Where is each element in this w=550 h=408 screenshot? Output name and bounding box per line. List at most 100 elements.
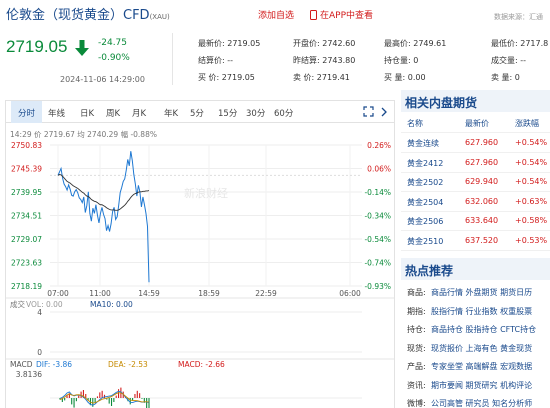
quote-datetime: 2024-11-06 14:29:00 [60,75,145,84]
chart-tab[interactable]: 15分 [218,109,238,119]
title-text: 伦敦金（现货黄金）CFD [6,8,150,23]
quote-field: 卖 价: 2719.41 [293,72,350,83]
quote-field-label: 买 量: [384,73,406,82]
hot-links[interactable]: 股指行情 行业指数 权重股票 [431,306,533,316]
quote-field-label: 最高价: [384,39,411,48]
hot-recommend-row: 资讯: 期市要闻 期货研究 机构评论 [401,376,550,394]
hot-category: 资讯: [407,380,426,390]
hot-category: 期指: [407,306,426,316]
quote-field: 开盘价: 2742.60 [293,38,355,49]
divider [172,33,173,85]
quote-field-value: 2742.60 [322,39,356,48]
time-tick: 18:59 [198,289,220,298]
quote-field-value: -- [520,56,527,65]
future-price: 627.960 [465,157,499,167]
price-tick: 2718.19 [11,282,42,291]
related-future-row[interactable]: 黄金2506 633.640 +0.58% [401,212,550,231]
quote-field-label: 持仓量: [384,56,411,65]
hot-links[interactable]: 商品行情 外盘期货 期货日历 [431,288,533,297]
quote-field: 最新价: 2719.05 [198,38,260,49]
hot-links[interactable]: 公司高管 研究员 知名分析师 [431,399,533,408]
related-future-row[interactable]: 黄金2504 632.060 +0.63% [401,193,550,212]
quote-field-value: 2717.8 [520,39,549,48]
hot-links[interactable]: 期市要闻 期货研究 机构评论 [431,380,533,390]
related-future-row[interactable]: 黄金2510 637.520 +0.53% [401,232,550,251]
quote-field-label: 开盘价: [293,39,320,48]
col-change: 涨跌幅 [515,119,539,128]
chart-panel: 分时 年线 日K 周K 月K 年K 5分 15分 30分 60分 14:29 价 2719.67 … [5,100,395,408]
quote-field-label: 昨结算: [293,56,320,65]
pct-tick: 0.26% [367,141,391,150]
fullscreen-icon[interactable] [363,106,374,117]
time-tick: 11:00 [89,289,111,298]
hot-links[interactable]: 现货报价 上海有色 黄金现货 [431,343,533,353]
phone-icon [310,10,317,20]
pct-tick: -0.54% [364,235,391,244]
view-in-app-link[interactable]: 在APP中查看 [310,8,373,21]
chart-tab[interactable]: 60分 [274,109,294,119]
chart-tab[interactable]: 月K [132,109,147,119]
intraday-chart[interactable]: 2750.83 0.26% 2745.39 0.06% 2739.95 -0.14% 273… [6,137,394,408]
quote-field: 持仓量: 0 [384,55,418,66]
chart-info: 14:29 价 2719.67 均 2740.29 幅 -0.88% [10,130,157,139]
quote-field-value: -- [227,56,234,65]
hot-recommend-row: 商品: 商品行情 外盘期货 期货日历 [401,283,550,301]
time-tick: 22:59 [255,289,277,298]
macd-value: MACD: -2.66 [178,360,225,369]
future-price: 632.060 [465,196,499,206]
chevron-right-icon[interactable] [381,107,387,117]
future-name[interactable]: 黄金2502 [407,178,444,187]
chart-tab[interactable]: 5分 [190,109,204,119]
chart-tabs: 分时 年线 日K 周K 月K 年K 5分 15分 30分 60分 [6,101,394,123]
chart-tab[interactable]: 年线 [48,109,66,119]
quote-field-value: 2743.80 [322,56,356,65]
chart-tab[interactable]: 30分 [246,109,266,119]
time-tick: 14:59 [138,289,160,298]
view-in-app-label: 在APP中查看 [320,11,374,21]
dea-line [59,392,150,404]
quote-field-value: 0 [514,73,520,82]
hot-category: 现货: [407,343,426,353]
dea-value: DEA: -2.53 [108,360,148,369]
data-source: 数据来源：汇通 [494,13,543,21]
future-price: 629.940 [465,177,499,186]
quote-field-value: 2719.41 [316,73,350,82]
chart-tools [363,106,387,117]
last-price: 2719.05 [6,37,68,56]
hot-recommend-row: 产品: 专家坐堂 高端解盘 宏观数据 [401,357,550,375]
down-arrow-icon [75,40,89,56]
chart-tab[interactable]: 年K [164,109,179,119]
quote-field: 结算价: -- [198,55,233,66]
future-name[interactable]: 黄金2510 [407,236,444,246]
quote-field-value: 2749.61 [413,39,447,48]
hot-recommend-row: 现货: 现货报价 上海有色 黄金现货 [401,339,550,357]
related-future-row[interactable]: 黄金2412 627.960 +0.54% [401,154,550,173]
related-future-row[interactable]: 黄金2502 629.940 +0.54% [401,173,550,192]
hot-links[interactable]: 商品持仓 股指持仓 CFTC持仓 [431,325,537,334]
right-sidebar: 相关内盘期货 名称 最新价 涨跌幅 黄金连续 627.960 +0.54% 黄金241… [401,90,550,408]
quote-field-label: 最低价: [491,39,518,48]
hot-category: 商品: [407,288,426,297]
price-line [57,151,150,283]
hot-recommend-row: 持仓: 商品持仓 股指持仓 CFTC持仓 [401,320,550,338]
hot-recommend-row: 微博: 公司高管 研究员 知名分析师 [401,394,550,408]
future-name[interactable]: 黄金连续 [407,139,439,148]
hot-links[interactable]: 专家坐堂 高端解盘 宏观数据 [431,362,533,371]
col-price: 最新价 [465,119,489,128]
chart-tab[interactable]: 周K [106,109,121,119]
quote-field: 最低价: 2717.8 [491,38,548,49]
future-name[interactable]: 黄金2412 [407,158,444,168]
related-future-row[interactable]: 黄金连续 627.960 +0.54% [401,134,550,153]
related-table-header: 名称 最新价 涨跌幅 [401,114,550,133]
quote-field-value: 2719.05 [227,39,261,48]
future-name[interactable]: 黄金2504 [407,197,444,207]
chart-tab[interactable]: 分时 [11,101,43,123]
add-watchlist-link[interactable]: 添加自选 [258,11,295,21]
vol-label: 成交 [10,299,25,309]
quote-field: 最高价: 2749.61 [384,38,446,49]
quote-field: 卖 量: 0 [491,72,520,83]
chart-tab[interactable]: 日K [80,109,95,119]
future-name[interactable]: 黄金2506 [407,217,444,226]
price-change-pct: -0.90% [98,53,130,63]
quote-field-label: 买 价: [198,73,220,82]
